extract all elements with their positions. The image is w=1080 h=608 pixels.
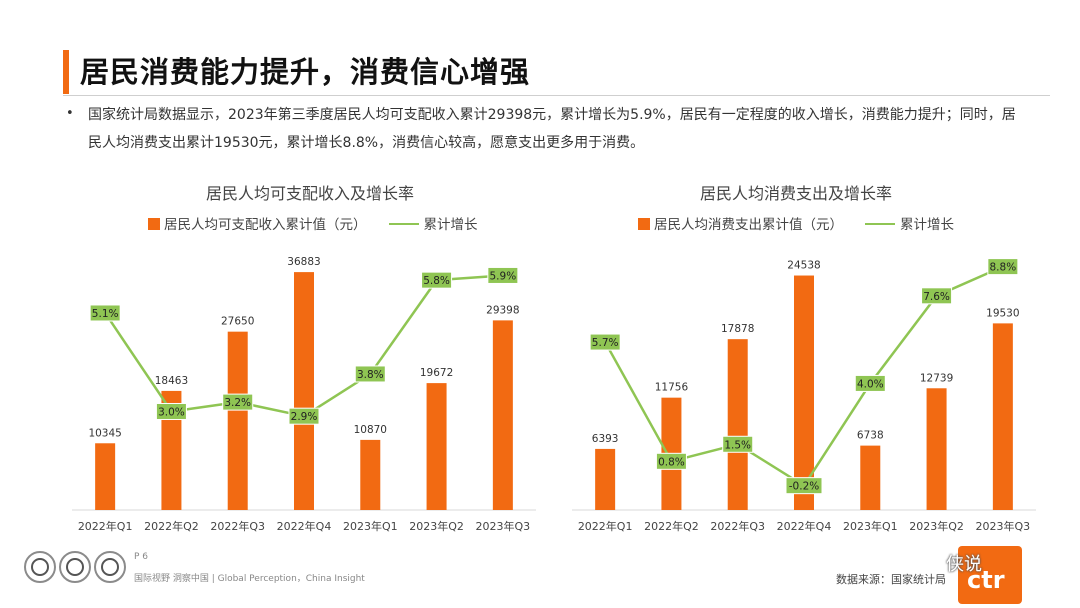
bar-value-label: 6738 bbox=[857, 430, 884, 442]
summary-paragraph: 国家统计局数据显示，2023年第三季度居民人均可支配收入累计29398元，累计增… bbox=[88, 107, 1016, 151]
bar bbox=[227, 331, 248, 510]
growth-label-box bbox=[89, 304, 121, 322]
bar bbox=[727, 339, 748, 510]
growth-value-label: 5.7% bbox=[592, 337, 619, 349]
growth-value-label: 7.6% bbox=[923, 291, 950, 303]
sgs-badge-icon bbox=[59, 551, 91, 583]
bar-value-label: 6393 bbox=[592, 433, 619, 445]
chart-2-plot: 6393 11756 17878 24538 6738 12739 19530 5.7% 0.8… bbox=[572, 258, 1036, 533]
growth-label-box bbox=[921, 287, 953, 305]
sgs-badge-icon bbox=[24, 551, 56, 583]
bar-value-label: 36883 bbox=[287, 256, 320, 268]
x-tick-label: 2022年Q4 bbox=[777, 519, 832, 533]
growth-value-label: 0.8% bbox=[658, 456, 685, 468]
bar-value-label: 19672 bbox=[420, 367, 453, 379]
bar-value-label: 12739 bbox=[920, 372, 953, 384]
ctr-logo-text: ctr bbox=[967, 566, 1005, 594]
bar-value-label: 17878 bbox=[721, 323, 754, 335]
certification-logos bbox=[24, 551, 126, 583]
legend-bar-swatch bbox=[638, 218, 650, 230]
sgs-badge-icon bbox=[94, 551, 126, 583]
bar bbox=[926, 388, 947, 510]
bar bbox=[794, 275, 814, 510]
bar bbox=[492, 320, 513, 510]
wechat-watermark: 侠说 bbox=[946, 554, 982, 575]
growth-value-label: 5.8% bbox=[423, 275, 450, 287]
x-tick-label: 2022年Q2 bbox=[144, 519, 199, 533]
x-tick-label: 2022年Q1 bbox=[578, 519, 633, 533]
x-tick-label: 2022年Q4 bbox=[277, 519, 332, 533]
chart-2-title: 居民人均消费支出及增长率 bbox=[699, 184, 892, 203]
footer-tagline: 国际视野 洞察中国 | Global Perception，China Insi… bbox=[134, 574, 365, 584]
bar bbox=[161, 390, 182, 510]
bar-value-label: 27650 bbox=[221, 316, 254, 328]
legend-bar-label: 居民人均可支配收入累计值（元） bbox=[164, 217, 367, 233]
bar-value-label: 11756 bbox=[655, 382, 689, 394]
page-title: 居民消费能力提升，消费信心增强 bbox=[80, 55, 531, 89]
chart-2-legend: 居民人均消费支出累计值（元） 累计增长 bbox=[638, 213, 954, 233]
x-tick-label: 2023年Q3 bbox=[976, 519, 1031, 533]
growth-value-label: 5.9% bbox=[490, 270, 517, 282]
growth-label-box bbox=[487, 266, 519, 284]
growth-label-box bbox=[155, 402, 187, 420]
bar bbox=[595, 448, 616, 510]
page-number: P 6 bbox=[134, 552, 149, 562]
chart-1-legend: 居民人均可支配收入累计值（元） 累计增长 bbox=[148, 213, 478, 233]
bar bbox=[294, 272, 314, 510]
x-tick-label: 2022年Q3 bbox=[210, 519, 265, 533]
legend-line-swatch bbox=[388, 223, 419, 225]
growth-label-box bbox=[785, 477, 823, 495]
growth-label-box bbox=[354, 365, 386, 383]
growth-value-label: 3.0% bbox=[158, 406, 185, 418]
chart-1-title: 居民人均可支配收入及增长率 bbox=[205, 184, 414, 203]
title-divider bbox=[63, 95, 1050, 96]
bar bbox=[360, 439, 381, 510]
x-tick-label: 2023年Q2 bbox=[909, 519, 964, 533]
data-source: 数据来源：国家统计局 bbox=[836, 573, 946, 586]
bar-value-label: 18463 bbox=[155, 375, 188, 387]
bar bbox=[426, 383, 447, 510]
bar bbox=[860, 445, 881, 510]
title-accent-bar bbox=[63, 50, 69, 94]
growth-value-label: 3.2% bbox=[224, 397, 251, 409]
x-tick-label: 2023年Q1 bbox=[343, 519, 398, 533]
bar bbox=[95, 443, 116, 510]
growth-value-label: 3.8% bbox=[357, 369, 384, 381]
x-tick-label: 2022年Q3 bbox=[710, 519, 765, 533]
bar bbox=[992, 323, 1013, 510]
bar-value-label: 24538 bbox=[787, 260, 820, 272]
growth-value-label: 1.5% bbox=[724, 439, 751, 451]
bullet-marker: • bbox=[66, 106, 74, 121]
bar-value-label: 29398 bbox=[486, 304, 519, 316]
x-tick-label: 2023年Q2 bbox=[409, 519, 464, 533]
growth-label-box bbox=[655, 452, 687, 470]
growth-label-box bbox=[421, 271, 453, 289]
x-tick-label: 2023年Q1 bbox=[843, 519, 898, 533]
growth-label-box bbox=[987, 258, 1019, 276]
growth-label-box bbox=[222, 393, 254, 411]
growth-value-label: 8.8% bbox=[990, 262, 1017, 274]
growth-label-box bbox=[589, 333, 621, 351]
bar-value-label: 19530 bbox=[986, 307, 1019, 319]
growth-label-box bbox=[288, 407, 320, 425]
legend-bar-label: 居民人均消费支出累计值（元） bbox=[654, 217, 843, 233]
bar-value-label: 10345 bbox=[88, 427, 121, 439]
growth-value-label: 2.9% bbox=[291, 411, 318, 423]
bar-value-label: 10870 bbox=[354, 424, 387, 436]
x-tick-label: 2023年Q3 bbox=[476, 519, 531, 533]
legend-bar-swatch bbox=[148, 218, 160, 230]
growth-value-label: 5.1% bbox=[92, 308, 119, 320]
growth-label-box bbox=[722, 435, 754, 453]
ctr-logo: ctr bbox=[958, 546, 1022, 604]
x-tick-label: 2022年Q1 bbox=[78, 519, 133, 533]
legend-line-label: 累计增长 bbox=[900, 217, 954, 233]
growth-value-label: 4.0% bbox=[857, 378, 884, 390]
chart-1-plot: 10345 18463 27650 36883 10870 19672 29398 5.1% 3… bbox=[72, 256, 536, 533]
growth-label-box bbox=[854, 374, 886, 392]
x-tick-label: 2022年Q2 bbox=[644, 519, 699, 533]
growth-value-label: -0.2% bbox=[789, 481, 819, 493]
legend-line-swatch bbox=[865, 223, 895, 225]
legend-line-label: 累计增长 bbox=[423, 217, 478, 233]
